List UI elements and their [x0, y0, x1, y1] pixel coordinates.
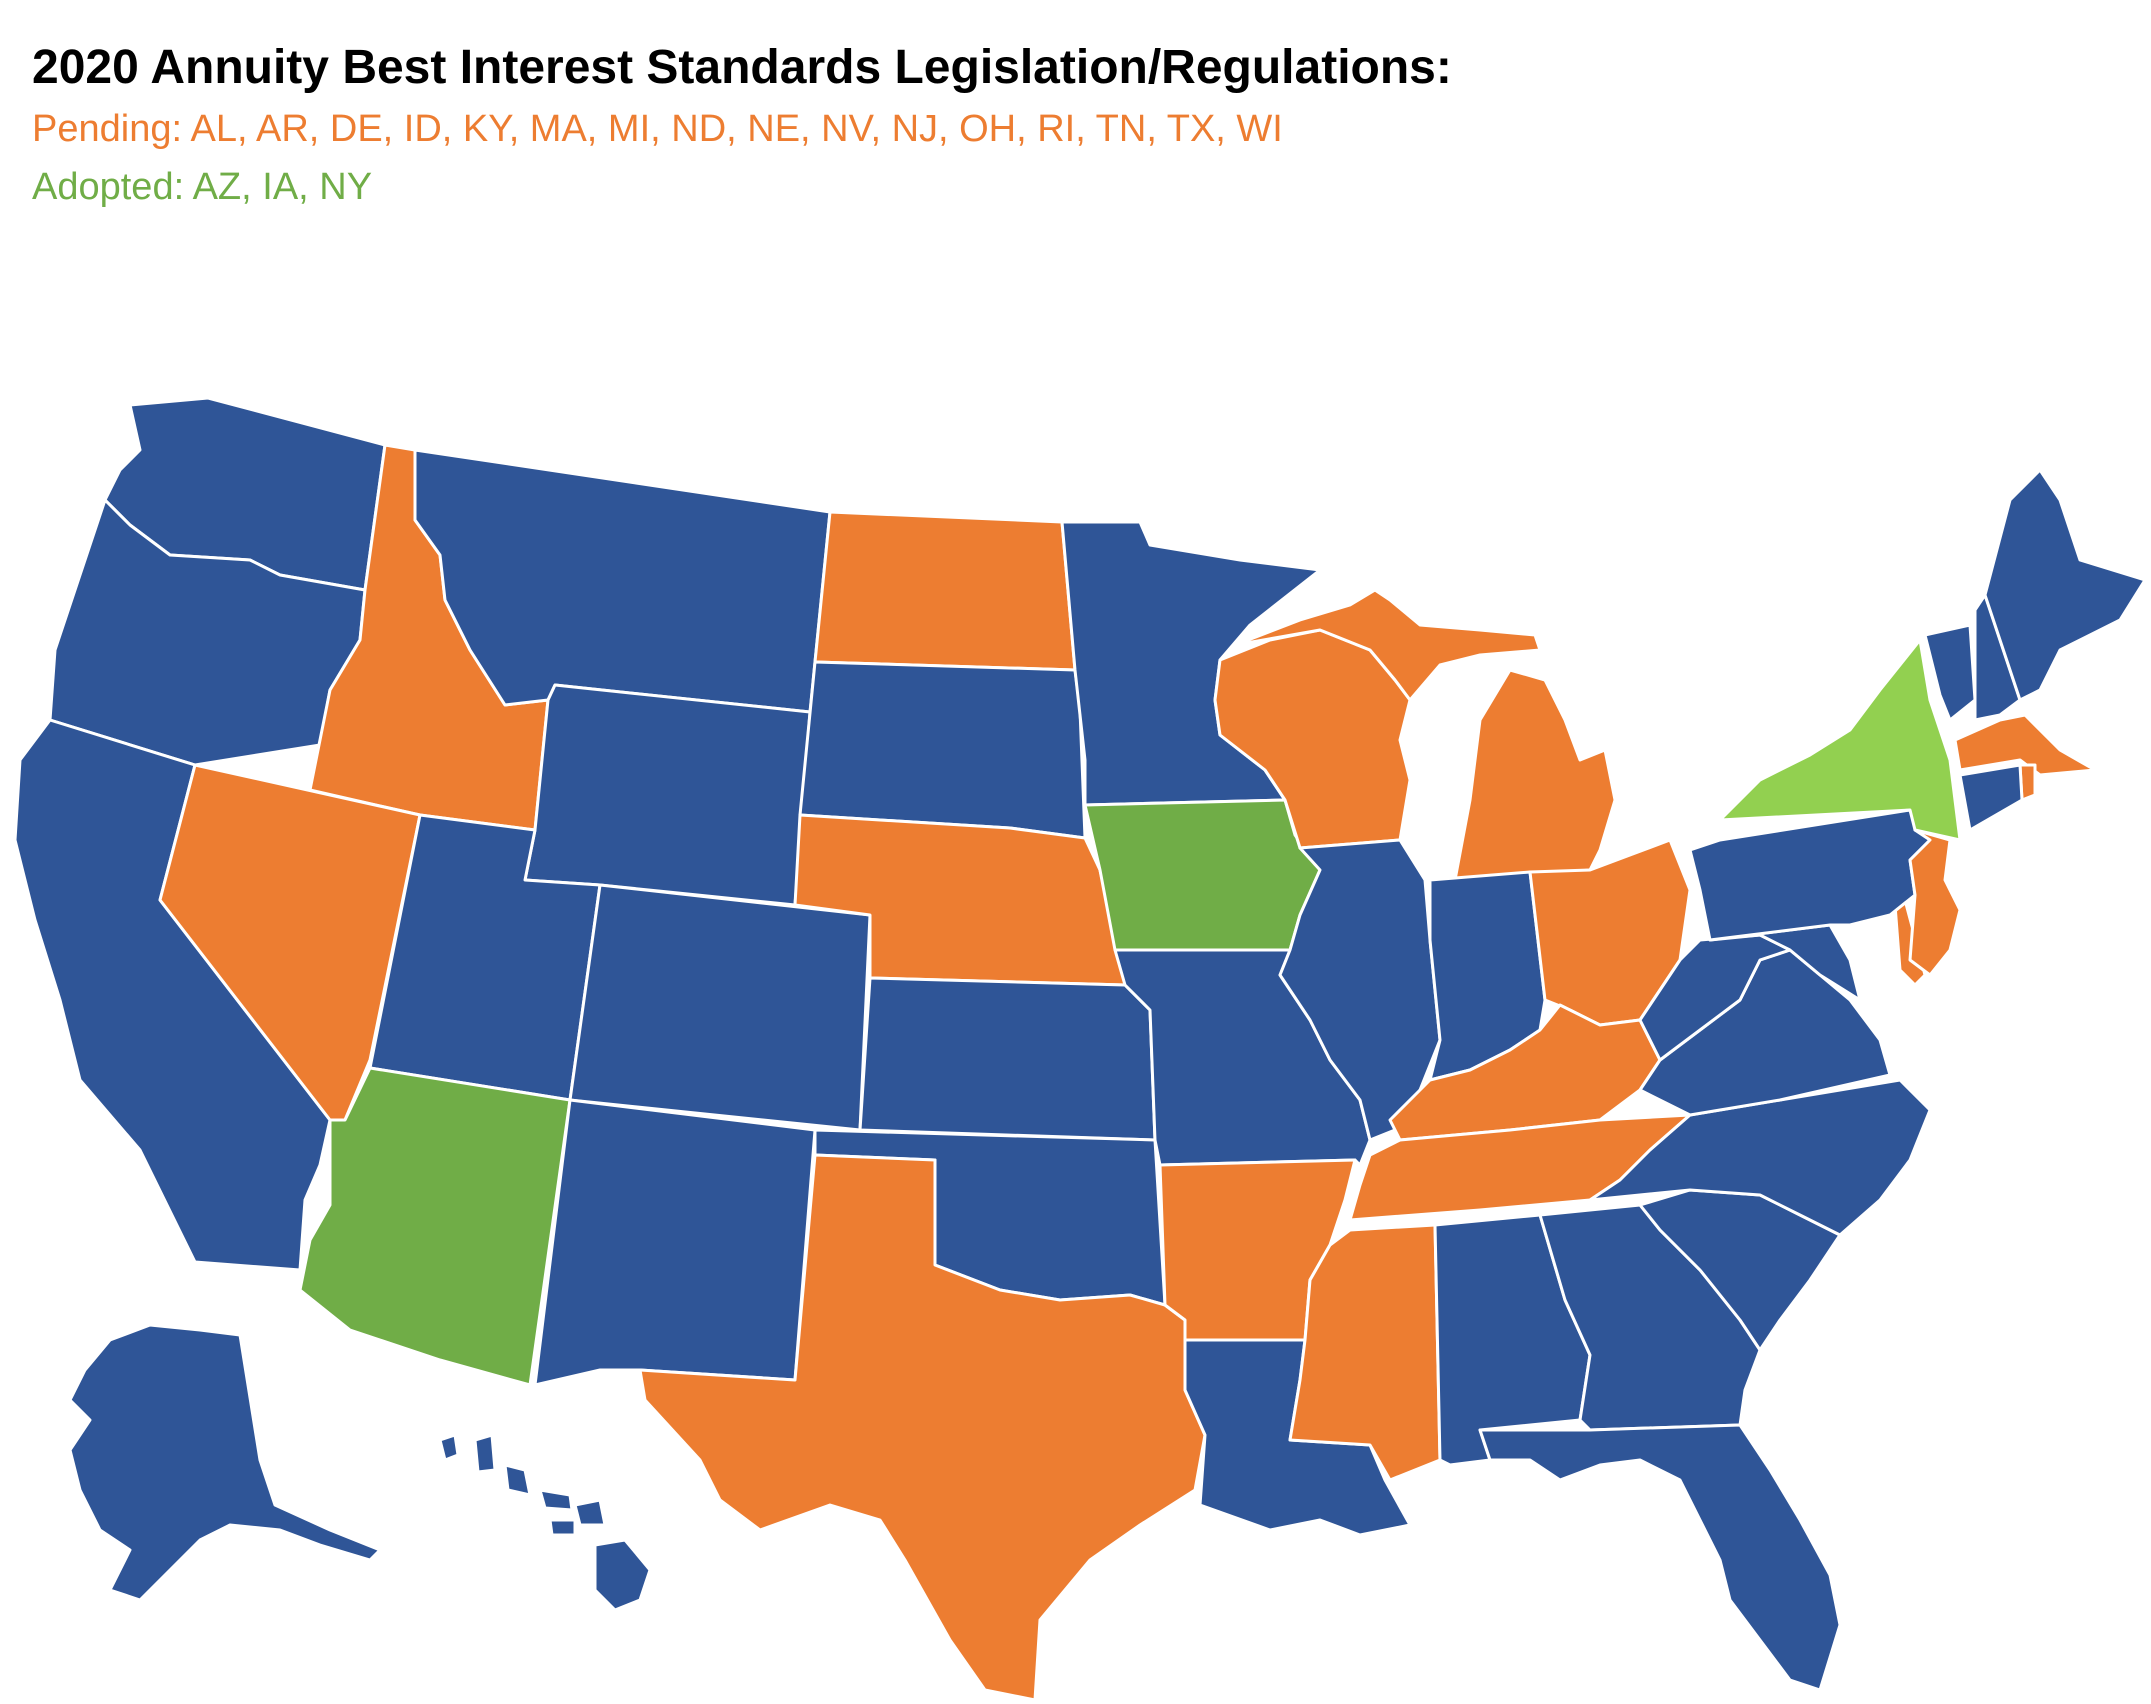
state-ME — [1983, 468, 2147, 702]
state-AK — [68, 1323, 382, 1602]
state-MA — [1953, 713, 2097, 777]
state-NJ — [1908, 828, 1962, 977]
state-NM — [533, 1098, 817, 1387]
state-HI-7 — [593, 1538, 652, 1612]
state-KS — [858, 976, 1157, 1142]
pending-legend: Pending: AL, AR, DE, ID, KY, MA, MI, ND,… — [32, 108, 1283, 150]
state-WV — [1638, 933, 1792, 1062]
state-WY — [523, 683, 812, 907]
state-CT — [1958, 763, 2024, 832]
state-VT — [1923, 623, 1977, 722]
state-HI-3 — [503, 1463, 532, 1497]
state-HI-5 — [548, 1518, 577, 1537]
state-CO — [568, 883, 872, 1132]
state-HI-6 — [573, 1498, 607, 1527]
map-header: 2020 Annuity Best Interest Standards Leg… — [32, 36, 1452, 216]
state-MI-UP — [1233, 588, 1542, 702]
state-MD — [1708, 923, 1862, 1002]
state-AZ — [298, 1066, 572, 1387]
state-SD — [798, 660, 1087, 840]
state-ND — [813, 510, 1077, 672]
state-NC — [1588, 1078, 1932, 1237]
state-MI-LP — [1453, 668, 1617, 882]
state-HI-1 — [438, 1433, 460, 1462]
state-HI-2 — [473, 1433, 497, 1474]
state-PA — [1688, 808, 1932, 942]
state-TX — [638, 1153, 1207, 1702]
adopted-legend: Adopted: AZ, IA, NY — [32, 166, 373, 208]
state-IA — [1083, 798, 1322, 952]
state-FL — [1478, 1423, 1842, 1692]
state-HI-4 — [538, 1488, 574, 1512]
state-NY — [1718, 638, 1962, 842]
map-title: 2020 Annuity Best Interest Standards Leg… — [32, 41, 1452, 94]
state-IL — [1278, 838, 1442, 1142]
